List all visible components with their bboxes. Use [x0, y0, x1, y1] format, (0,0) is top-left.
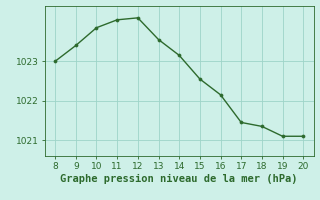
X-axis label: Graphe pression niveau de la mer (hPa): Graphe pression niveau de la mer (hPa) — [60, 174, 298, 184]
